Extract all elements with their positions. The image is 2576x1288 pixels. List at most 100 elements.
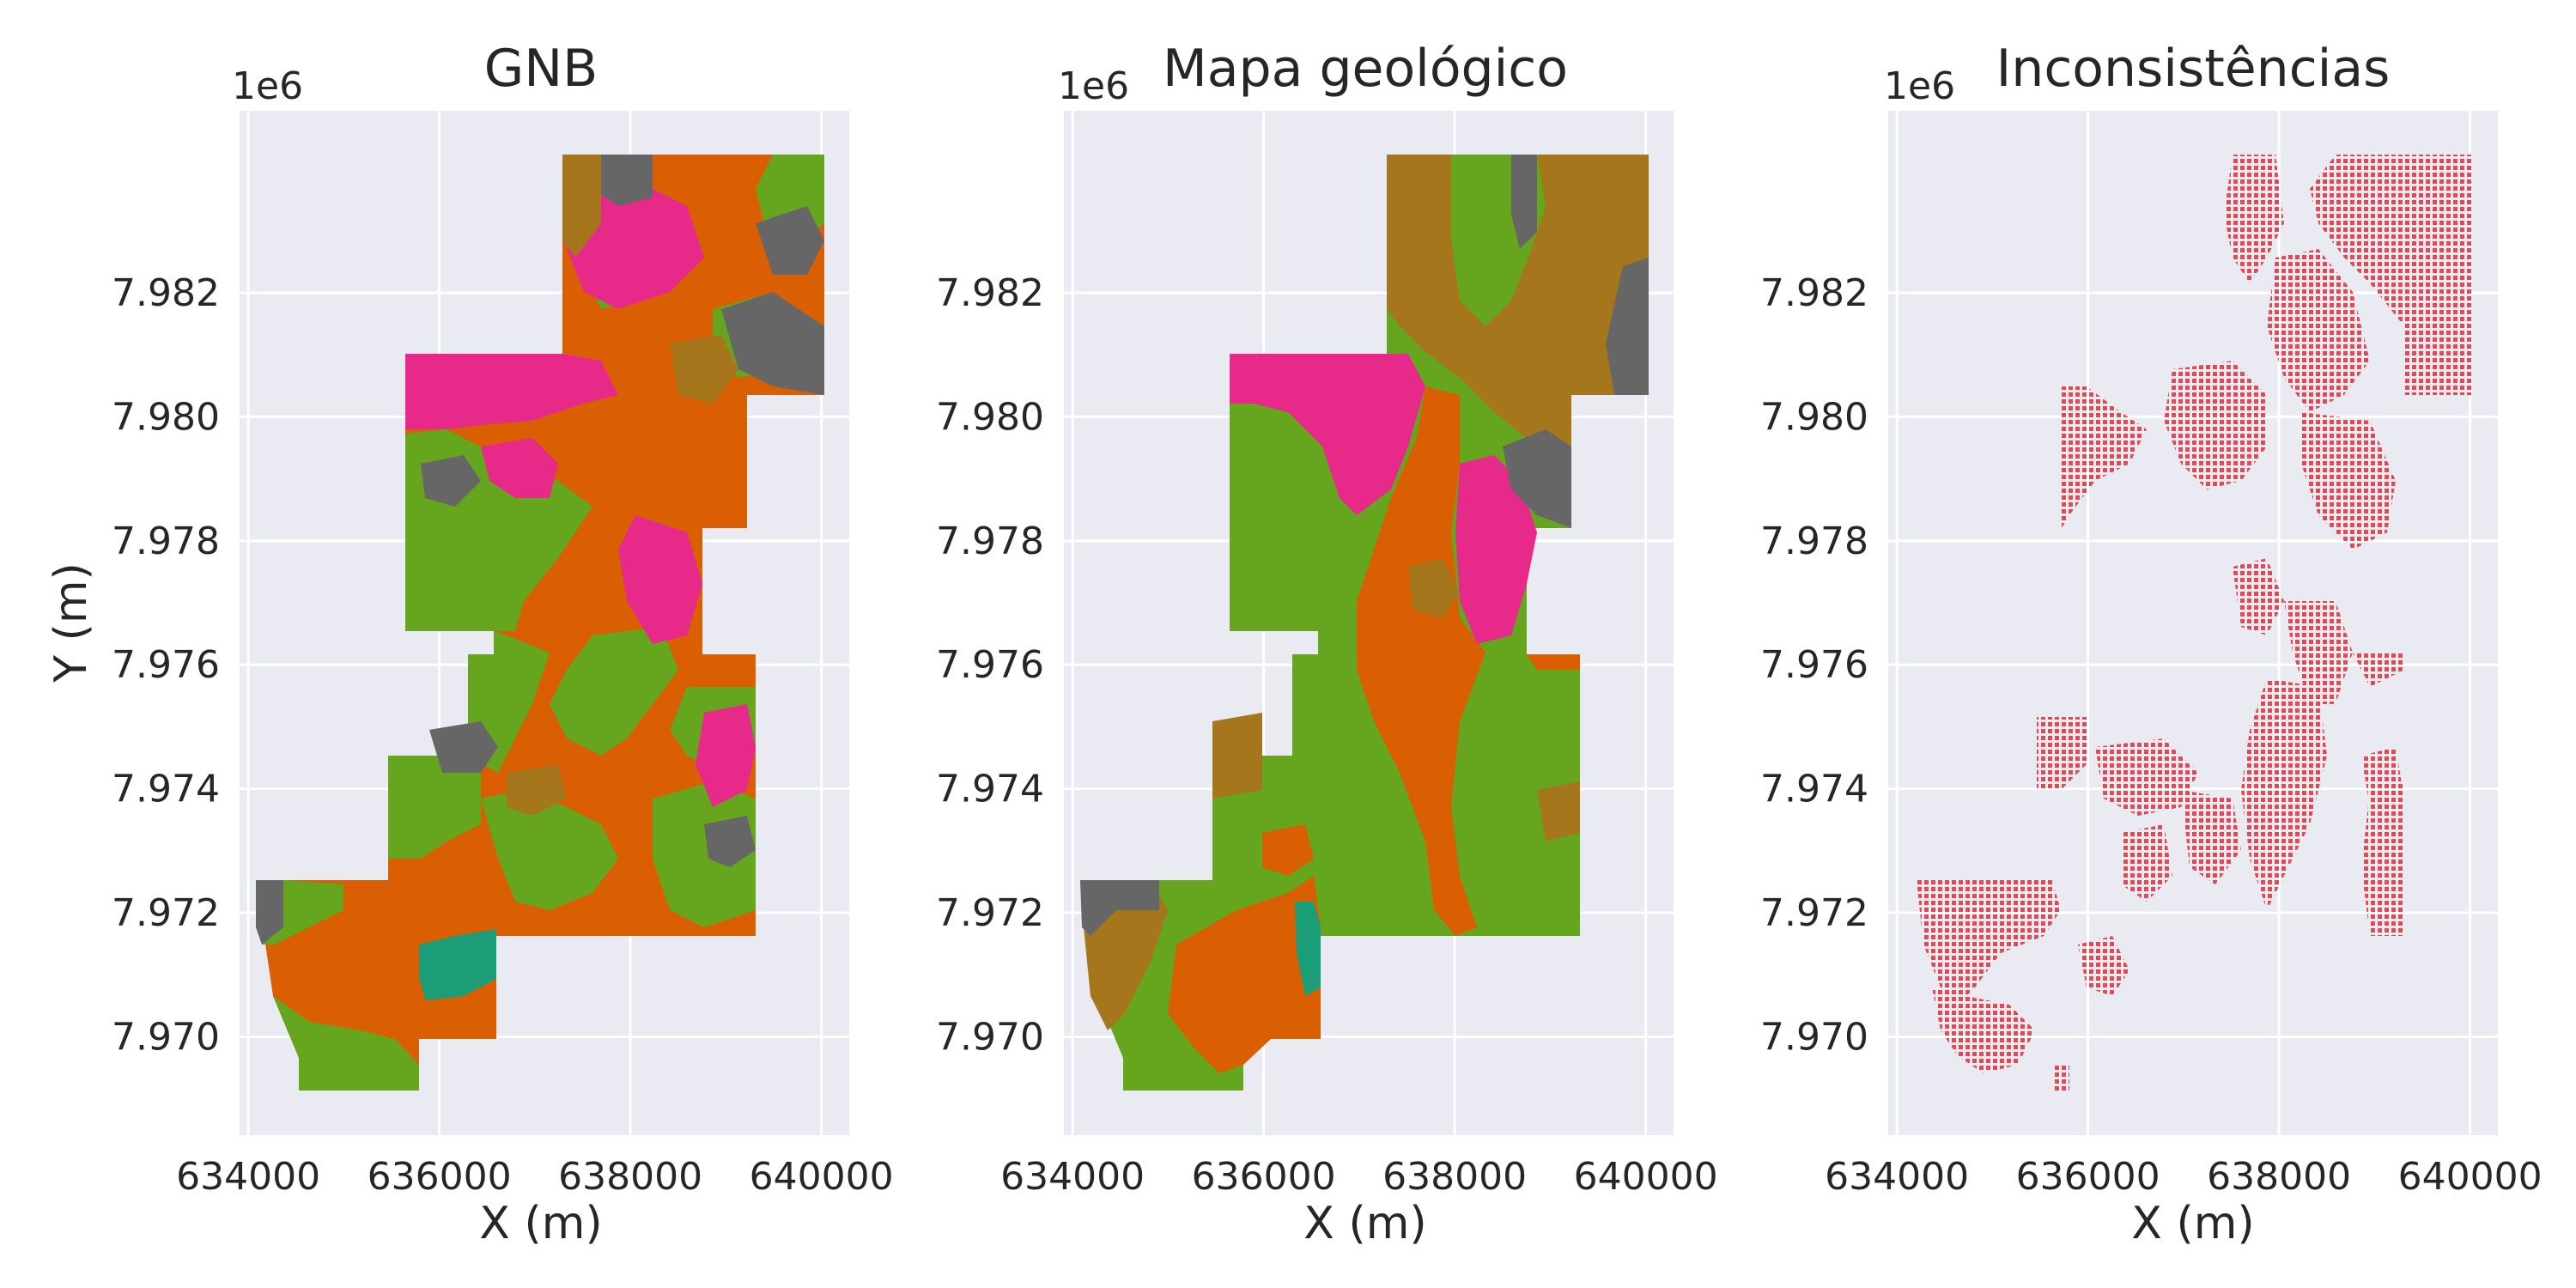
- panel-inconsistencias: 634000 636000 638000 640000 7.970 7.972 7.974…: [1760, 39, 2543, 1249]
- x-tick-label: 640000: [750, 1155, 894, 1199]
- y-offset-label: 1e6: [1884, 64, 1955, 108]
- map-region: [1606, 258, 1649, 395]
- map-region: [653, 781, 756, 927]
- inconsistency-cluster: [2121, 824, 2172, 902]
- map-region: [592, 155, 653, 206]
- map-region: [405, 354, 618, 429]
- y-tick-label: 7.974: [936, 768, 1044, 811]
- x-tick-label: 636000: [368, 1155, 512, 1199]
- y-tick-label: 7.972: [936, 891, 1044, 935]
- x-tick-label: 640000: [2398, 1155, 2543, 1199]
- plot-border: [238, 109, 851, 1137]
- x-axis-label: X (m): [2131, 1198, 2254, 1249]
- y-tick-label: 7.978: [112, 519, 220, 563]
- panel-title: GNB: [484, 39, 598, 99]
- inconsistency-cluster: [2164, 361, 2267, 489]
- inconsistency-cluster: [2284, 601, 2353, 704]
- map-region: [481, 438, 558, 498]
- y-tick-label: 7.970: [936, 1015, 1044, 1059]
- y-tick-label: 7.972: [1760, 891, 1868, 935]
- map-region: [1357, 386, 1485, 936]
- map-region: [1511, 155, 1537, 249]
- inconsistency-cluster: [2181, 790, 2241, 884]
- inconsistency-cluster: [2233, 558, 2284, 635]
- x-axis-label: X (m): [479, 1198, 602, 1249]
- map-region: [670, 335, 738, 404]
- inconsistency-cluster: [2078, 936, 2129, 996]
- map-region: [1080, 880, 1159, 936]
- inconsistency-cluster: [2224, 155, 2284, 283]
- map-region: [618, 515, 702, 644]
- y-tick-labels: 7.970 7.972 7.974 7.976 7.978 7.980 7.982: [1760, 271, 1868, 1059]
- map-region: [562, 155, 601, 258]
- map-region: [273, 996, 419, 1091]
- y-tick-label: 7.978: [936, 519, 1044, 563]
- inconsistency-cluster: [2241, 678, 2327, 910]
- y-tick-label: 7.982: [112, 271, 220, 315]
- map-region: [704, 816, 756, 867]
- x-tick-labels: 634000 636000 638000 640000: [1000, 1155, 1717, 1199]
- inconsistency-cluster: [1917, 880, 2061, 1005]
- x-tick-labels: 634000 636000 638000 640000: [1825, 1155, 2542, 1199]
- map-region: [1230, 354, 1425, 515]
- y-tick-label: 7.982: [936, 271, 1044, 315]
- inconsistency-cluster: [2052, 1065, 2069, 1091]
- inconsistency-cluster: [1932, 987, 2035, 1073]
- y-tick-label: 7.980: [1760, 395, 1868, 439]
- y-tick-labels: 7.970 7.972 7.974 7.976 7.978 7.980 7.982: [936, 271, 1044, 1059]
- x-tick-label: 634000: [176, 1155, 320, 1199]
- map-region: [1262, 824, 1314, 876]
- map-region: [421, 455, 481, 507]
- inconsistency-cluster: [2267, 249, 2370, 412]
- x-axis-label: X (m): [1303, 1198, 1426, 1249]
- x-tick-label: 636000: [1192, 1155, 1336, 1199]
- map-region: [429, 721, 498, 773]
- gnb-map-layer: [256, 155, 824, 1091]
- x-tick-labels: 634000 636000 638000 640000: [176, 1155, 893, 1199]
- map-region: [550, 627, 678, 756]
- plot-border: [1886, 109, 2500, 1137]
- y-offset-label: 1e6: [1058, 64, 1129, 108]
- y-tick-label: 7.974: [1760, 768, 1868, 811]
- map-region: [1408, 558, 1460, 618]
- inconsistency-cluster: [2353, 653, 2404, 687]
- map-region: [481, 790, 618, 910]
- map-region: [507, 764, 567, 816]
- inconsistency-points: [1917, 155, 2473, 1091]
- map-region: [696, 704, 756, 807]
- panel-title: Inconsistências: [1996, 39, 2391, 99]
- map-region: [1295, 902, 1321, 996]
- map-region: [1212, 713, 1262, 799]
- map-region: [1168, 876, 1321, 1073]
- map-region: [1527, 654, 1580, 670]
- y-tick-label: 7.980: [112, 395, 220, 439]
- inconsistency-cluster: [2059, 386, 2147, 532]
- y-tick-label: 7.976: [1760, 643, 1868, 687]
- y-tick-label: 7.974: [112, 768, 220, 811]
- y-tick-labels: 7.970 7.972 7.974 7.976 7.978 7.980 7.982: [112, 271, 220, 1059]
- panel-title: Mapa geológico: [1163, 39, 1568, 99]
- y-tick-label: 7.978: [1760, 519, 1868, 563]
- map-region: [256, 880, 283, 945]
- inconsistency-cluster: [2361, 781, 2404, 936]
- x-tick-label: 638000: [1382, 1155, 1527, 1199]
- y-tick-label: 7.982: [1760, 271, 1868, 315]
- map-region: [1503, 429, 1571, 528]
- panel-mapa-geologico: 634000 636000 638000 640000 7.970 7.972 7.974…: [936, 39, 1718, 1249]
- x-tick-label: 636000: [2016, 1155, 2160, 1199]
- map-region: [388, 756, 481, 859]
- inconsistency-cluster: [2095, 738, 2198, 816]
- map-region: [419, 929, 496, 1000]
- y-tick-label: 7.976: [936, 643, 1044, 687]
- panel-gnb: 634000 636000 638000 640000 7.970 7.972 7.974…: [46, 39, 894, 1249]
- map-region: [721, 292, 824, 395]
- y-axis-label: Y (m): [46, 562, 97, 683]
- y-offset-label: 1e6: [232, 64, 303, 108]
- y-tick-label: 7.970: [1760, 1015, 1868, 1059]
- x-tick-label: 634000: [1825, 1155, 1969, 1199]
- map-region: [756, 206, 824, 275]
- plot-border: [1062, 109, 1675, 1137]
- y-tick-label: 7.972: [112, 891, 220, 935]
- inconsistency-cluster: [2037, 717, 2087, 790]
